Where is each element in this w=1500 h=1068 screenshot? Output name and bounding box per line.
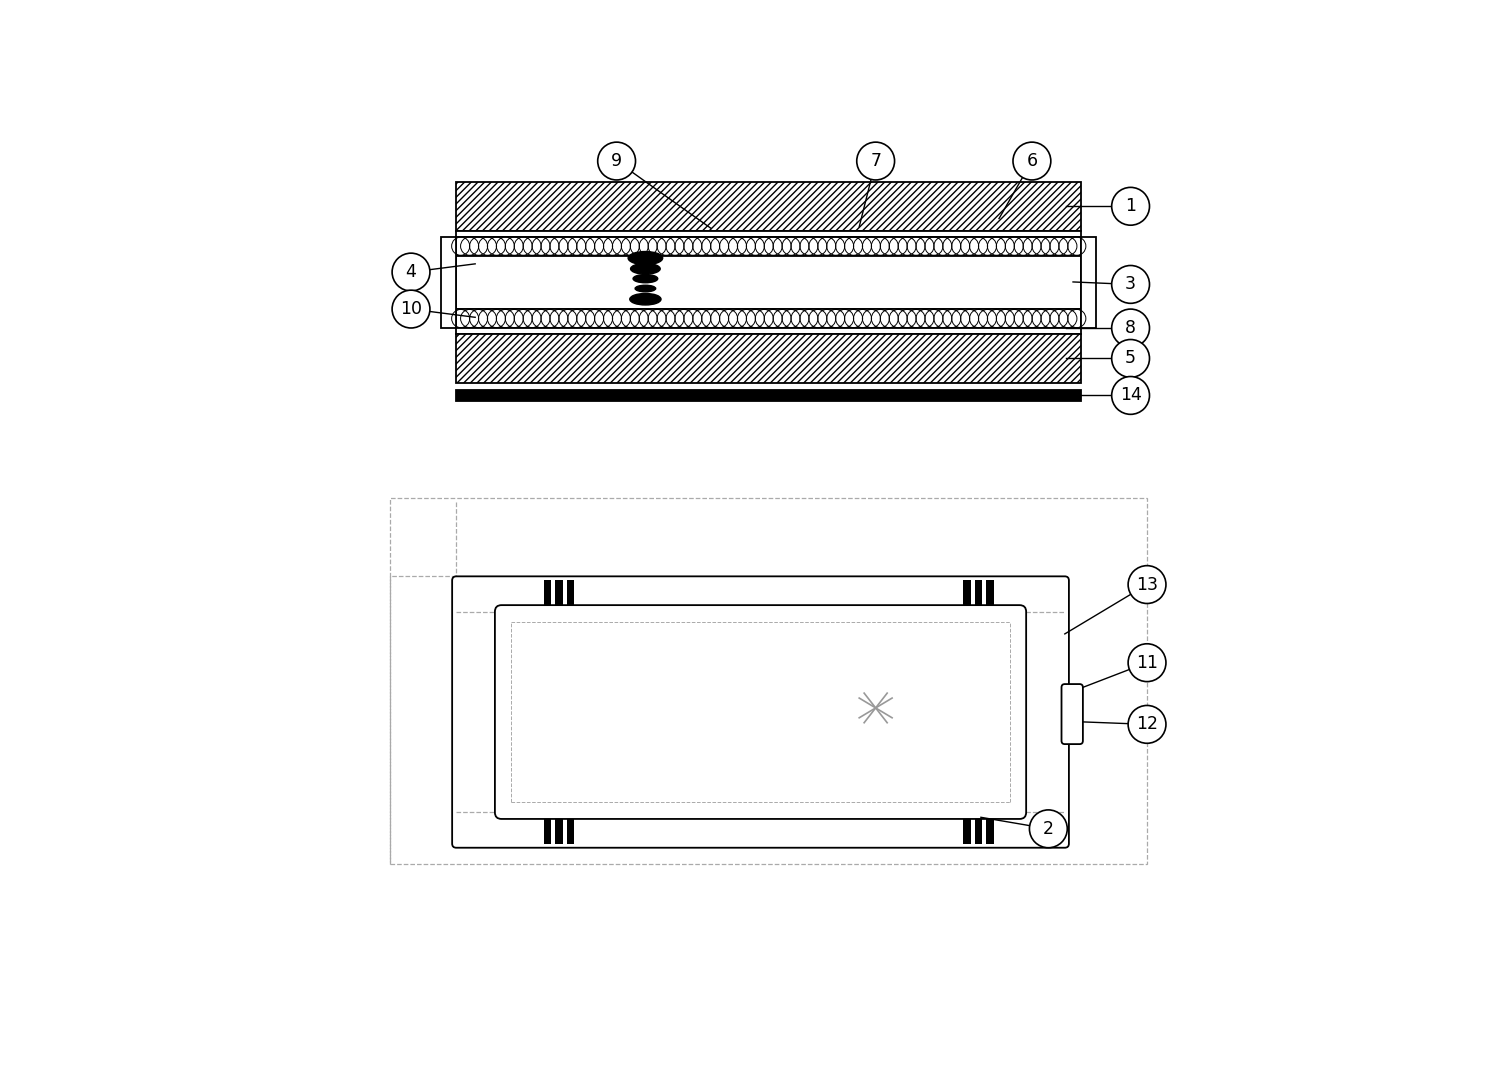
- Bar: [390, 498, 1148, 864]
- Circle shape: [1128, 644, 1166, 681]
- Bar: [963, 580, 970, 606]
- Circle shape: [856, 142, 894, 180]
- Bar: [456, 390, 1082, 402]
- Bar: [567, 819, 574, 844]
- Bar: [963, 819, 970, 844]
- Bar: [456, 333, 1082, 383]
- Bar: [456, 237, 1082, 255]
- Circle shape: [1029, 810, 1068, 848]
- Text: 13: 13: [1136, 576, 1158, 594]
- Circle shape: [597, 142, 636, 180]
- Bar: [987, 819, 993, 844]
- Circle shape: [1112, 340, 1149, 377]
- Text: 11: 11: [1136, 654, 1158, 672]
- Circle shape: [1112, 266, 1149, 303]
- Text: 4: 4: [405, 263, 417, 281]
- Circle shape: [1128, 566, 1166, 603]
- Text: 12: 12: [1136, 716, 1158, 734]
- Text: 3: 3: [1125, 276, 1136, 294]
- Text: 8: 8: [1125, 319, 1136, 337]
- Ellipse shape: [630, 294, 662, 305]
- Bar: [456, 328, 1082, 333]
- Bar: [456, 255, 1082, 309]
- Ellipse shape: [628, 251, 663, 265]
- Circle shape: [1112, 377, 1149, 414]
- Bar: [555, 580, 562, 606]
- Text: 1: 1: [1125, 198, 1136, 216]
- Bar: [975, 580, 982, 606]
- Circle shape: [392, 290, 430, 328]
- Text: 7: 7: [870, 152, 880, 170]
- Text: 14: 14: [1119, 387, 1142, 405]
- Bar: [1082, 237, 1096, 328]
- Bar: [441, 237, 456, 328]
- Text: 10: 10: [400, 300, 422, 318]
- Bar: [975, 819, 982, 844]
- Circle shape: [392, 253, 430, 290]
- Circle shape: [1112, 309, 1149, 347]
- Bar: [567, 580, 574, 606]
- Circle shape: [1013, 142, 1052, 180]
- Ellipse shape: [630, 264, 660, 274]
- Bar: [544, 819, 550, 844]
- Text: 5: 5: [1125, 349, 1136, 367]
- Bar: [555, 819, 562, 844]
- Circle shape: [1112, 187, 1149, 225]
- Text: 6: 6: [1026, 152, 1038, 170]
- Bar: [456, 309, 1082, 328]
- Bar: [456, 231, 1082, 237]
- FancyBboxPatch shape: [1062, 685, 1083, 744]
- Bar: [987, 580, 993, 606]
- FancyBboxPatch shape: [495, 606, 1026, 819]
- FancyBboxPatch shape: [452, 577, 1070, 848]
- Text: 2: 2: [1042, 820, 1054, 837]
- Ellipse shape: [633, 274, 657, 283]
- Ellipse shape: [634, 285, 656, 292]
- Circle shape: [1128, 706, 1166, 743]
- Bar: [544, 580, 550, 606]
- Text: 9: 9: [610, 152, 622, 170]
- Bar: [456, 182, 1082, 231]
